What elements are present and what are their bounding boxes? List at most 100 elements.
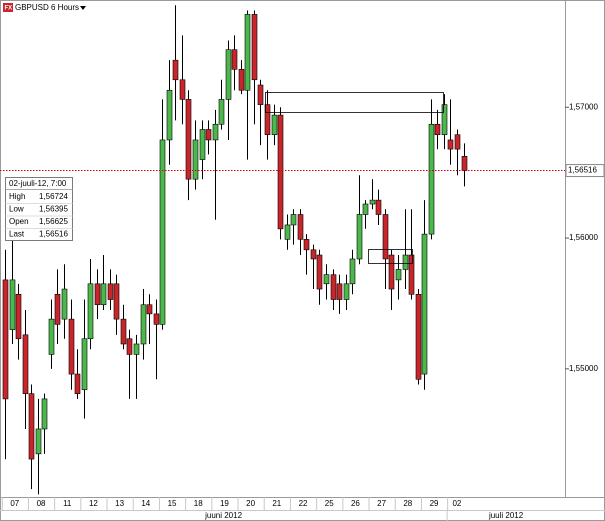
info-box-value: 1,56516 — [39, 230, 68, 239]
candle-body — [192, 139, 199, 180]
y-tick-label: 1,56000 — [569, 233, 598, 242]
x-group-label: juuli 2012 — [488, 511, 524, 520]
chart-title[interactable]: GBPUSD 6 Hours — [15, 3, 79, 12]
candle-body — [388, 254, 395, 290]
candle-body — [330, 274, 337, 300]
candle-body — [133, 343, 140, 355]
candle-body — [284, 224, 291, 240]
candle-body — [244, 14, 251, 91]
plot-area — [2, 5, 468, 495]
candle-body — [303, 239, 310, 251]
candle-body — [382, 214, 389, 260]
candle-body — [185, 99, 192, 180]
candle-body — [441, 104, 448, 136]
x-group-label: juuni 2012 — [204, 511, 242, 520]
candle-body — [421, 233, 428, 375]
candle-body — [218, 99, 225, 125]
candle-body — [323, 274, 330, 285]
x-tick-label: 19 — [220, 499, 229, 508]
x-tick-label: 11 — [63, 499, 72, 508]
candle-body — [22, 334, 29, 394]
x-tick-label: 18 — [194, 499, 203, 508]
candle-body — [461, 155, 468, 171]
x-tick-label: 07 — [10, 499, 19, 508]
info-box-key: Low — [9, 205, 24, 214]
x-tick-label: 21 — [272, 499, 281, 508]
x-tick-label: 22 — [299, 499, 308, 508]
candle-body — [61, 288, 68, 320]
x-tick-label: 08 — [37, 499, 46, 508]
candle-body — [447, 139, 454, 150]
candle-body — [408, 254, 415, 295]
candle-body — [140, 304, 147, 345]
candle-body — [231, 49, 238, 70]
symbol-icon — [3, 3, 13, 12]
candle-body — [212, 123, 219, 141]
symbol-icon-text: FX — [5, 6, 13, 12]
info-box-value: 1,56625 — [39, 217, 68, 226]
candle-body — [356, 214, 363, 260]
candle-body — [434, 123, 441, 136]
candle-body — [74, 373, 81, 394]
x-tick-label: 13 — [115, 499, 124, 508]
candle-body — [48, 318, 55, 355]
candle-body — [199, 129, 206, 160]
candle-body — [316, 254, 323, 290]
candle-body — [113, 283, 120, 320]
candle-body — [146, 304, 153, 315]
candle-body — [402, 254, 409, 270]
annotation-rectangle[interactable] — [265, 92, 444, 113]
candle-body — [297, 214, 304, 240]
info-box: 02-juuli-12, 7:00 High 1,56724 Low 1,56395 Op… — [5, 177, 73, 241]
candle-body — [277, 114, 284, 230]
info-box-frame — [5, 177, 73, 241]
candle-body — [126, 338, 133, 355]
candle-body — [87, 283, 94, 340]
candle-body — [35, 428, 42, 455]
candle-body — [28, 393, 35, 460]
x-tick-label: 28 — [403, 499, 412, 508]
candle-body — [2, 279, 9, 400]
annotation-rectangle[interactable] — [368, 249, 413, 264]
candle-body — [251, 14, 258, 81]
candle-body — [349, 258, 356, 285]
candle-body — [172, 59, 179, 81]
candle-body — [54, 293, 61, 325]
info-box-key: Last — [9, 230, 25, 239]
candle-body — [81, 338, 88, 391]
candle-body — [238, 69, 245, 91]
candle-body — [159, 139, 166, 325]
candle-body — [369, 199, 376, 205]
candle-body — [225, 49, 232, 100]
info-box-title: 02-juuli-12, 7:00 — [9, 179, 67, 188]
candle-body — [395, 269, 402, 281]
x-tick-label: 25 — [325, 499, 334, 508]
candle-body — [107, 283, 114, 300]
info-box-key: Open — [9, 217, 29, 226]
candle-body — [15, 293, 22, 340]
candle-body — [290, 214, 297, 226]
last-price-label: 1,56516 — [568, 166, 597, 175]
x-tick-label: 27 — [377, 499, 386, 508]
title-dropdown-arrow[interactable] — [80, 6, 86, 10]
candle-body — [375, 199, 382, 215]
candle-body — [264, 104, 271, 136]
x-tick-label: 15 — [168, 499, 177, 508]
x-tick-label: 20 — [246, 499, 255, 508]
candle-body — [362, 203, 369, 215]
candle-body — [94, 283, 101, 306]
candle-body — [428, 123, 435, 235]
candle-body — [9, 279, 16, 330]
y-tick-label: 1,55000 — [569, 364, 598, 373]
x-tick-label: 14 — [141, 499, 150, 508]
info-box-key: High — [9, 192, 25, 201]
candle-body — [179, 79, 186, 100]
x-tick-label: 26 — [351, 499, 360, 508]
candle-body — [343, 283, 350, 300]
info-box-value: 1,56724 — [39, 192, 68, 201]
candle-body — [310, 249, 317, 260]
candle-body — [153, 313, 160, 325]
x-tick-label: 12 — [89, 499, 98, 508]
